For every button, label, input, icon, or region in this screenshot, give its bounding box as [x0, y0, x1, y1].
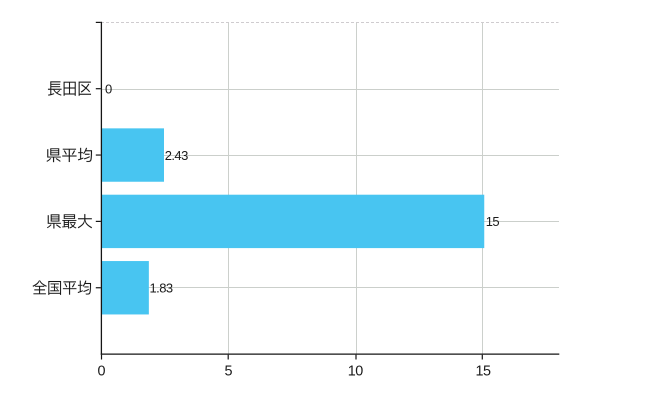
svg-text:1.83: 1.83: [150, 281, 173, 296]
svg-text:0: 0: [97, 363, 105, 379]
svg-text:10: 10: [348, 363, 364, 379]
svg-text:15: 15: [475, 363, 491, 379]
svg-text:2.43: 2.43: [165, 148, 188, 163]
svg-text:0: 0: [105, 82, 112, 97]
svg-text:5: 5: [224, 363, 232, 379]
svg-text:15: 15: [486, 214, 500, 229]
